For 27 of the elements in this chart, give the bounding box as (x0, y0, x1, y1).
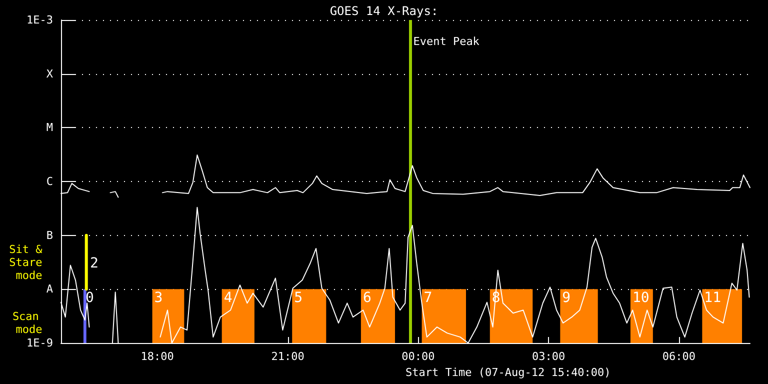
band-label: 7 (424, 290, 432, 306)
band-label: 11 (704, 290, 722, 306)
band-label: 0 (85, 290, 94, 306)
y-tick-label: M (46, 121, 54, 134)
ref-line-label: Event Peak (413, 35, 480, 48)
text: Sit & Stare mode (9, 242, 49, 282)
chart-title: GOES 14 X-Rays: (330, 4, 438, 18)
y-tick-label: B (46, 228, 54, 242)
y-tick-label: A (46, 282, 54, 296)
band-label: 6 (362, 290, 372, 306)
x-tick-label: 00:00 (402, 350, 435, 363)
x-tick-label: 21:00 (271, 350, 304, 363)
band-label: 10 (632, 290, 650, 306)
band-label: 5 (294, 290, 303, 306)
x-axis-title: Start Time (07-Aug-12 15:40:00) (406, 366, 611, 379)
annotation: 2 (90, 255, 98, 272)
band-label: 3 (154, 290, 163, 306)
band-label: 4 (224, 290, 232, 306)
y-tick-label: C (46, 175, 53, 188)
x-tick-label: 06:00 (662, 350, 696, 363)
x-tick-label: 03:00 (532, 350, 566, 363)
x-tick-label: 18:00 (140, 350, 174, 363)
y-tick-label: 1E-9 (26, 336, 53, 350)
band-label: 9 (562, 290, 571, 306)
text: Scan mode (12, 310, 46, 336)
y-tick-label: X (46, 67, 54, 80)
y-tick-label: 1E-3 (26, 14, 53, 26)
